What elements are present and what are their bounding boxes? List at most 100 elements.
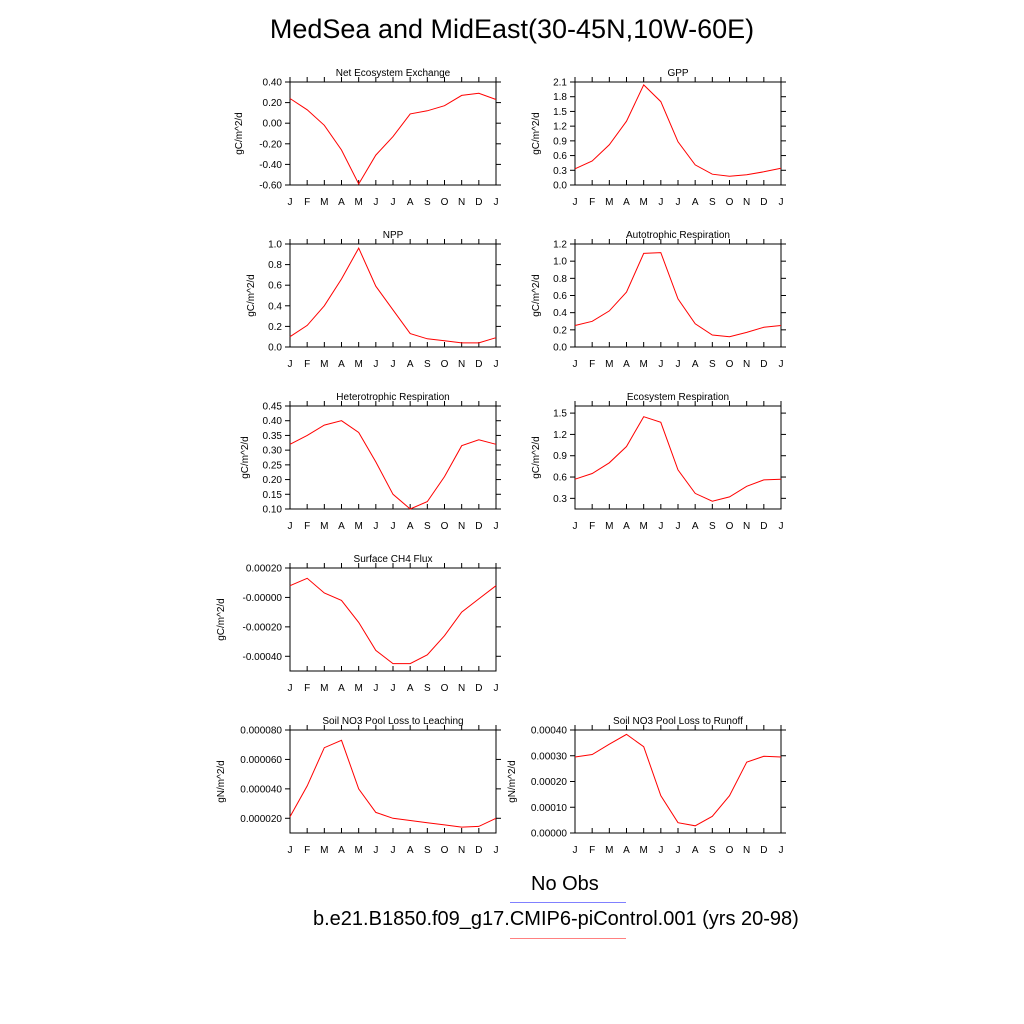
y-tick-label: 0.8 <box>268 260 282 271</box>
x-tick-label: D <box>760 359 767 370</box>
series-line <box>574 733 782 827</box>
y-tick-label: 0.000080 <box>240 726 282 737</box>
plot-frame <box>574 405 782 510</box>
series-line <box>289 246 497 344</box>
y-tick-label: 0.2 <box>553 325 567 336</box>
legend-label-model: b.e21.B1850.f09_g17.CMIP6-piControl.001 … <box>313 908 799 930</box>
plot-frame <box>289 567 497 672</box>
x-tick-label: M <box>639 521 647 532</box>
y-tick-label: -0.20 <box>259 139 282 150</box>
x-tick-label: M <box>639 359 647 370</box>
x-tick-label: N <box>743 197 750 208</box>
y-tick-label: 0.00030 <box>531 751 568 762</box>
x-tick-label: J <box>676 521 681 532</box>
x-tick-label: N <box>743 521 750 532</box>
y-axis-label: gC/m^2/d <box>531 112 542 155</box>
panel-title: Heterotrophic Respiration <box>336 392 449 403</box>
x-tick-label: S <box>424 683 431 694</box>
x-tick-label: J <box>288 521 293 532</box>
x-tick-label: D <box>760 845 767 856</box>
y-tick-label: 1.0 <box>553 257 567 268</box>
plot-frame <box>574 729 782 834</box>
x-tick-label: J <box>288 359 293 370</box>
legend-line-obs <box>510 902 626 903</box>
plot-frame <box>574 81 782 186</box>
x-tick-label: A <box>623 359 630 370</box>
panel-title: Soil NO3 Pool Loss to Leaching <box>322 716 463 727</box>
y-tick-label: 1.2 <box>553 240 567 251</box>
y-axis-label: gN/m^2/d <box>216 760 227 803</box>
x-tick-label: F <box>304 197 310 208</box>
y-tick-label: 0.9 <box>553 136 567 147</box>
panel-title: Surface CH4 Flux <box>354 554 433 565</box>
x-tick-label: F <box>589 521 595 532</box>
y-tick-label: 0.3 <box>553 494 567 505</box>
x-tick-label: A <box>692 359 699 370</box>
x-tick-label: M <box>320 845 328 856</box>
x-tick-label: S <box>424 845 431 856</box>
y-tick-label: -0.40 <box>259 160 282 171</box>
plot-frame <box>289 243 497 348</box>
x-tick-label: A <box>338 845 345 856</box>
x-tick-label: D <box>475 197 482 208</box>
y-tick-label: 0.10 <box>263 505 283 516</box>
y-tick-label: -0.00040 <box>243 652 283 663</box>
x-tick-label: J <box>779 359 784 370</box>
chart-panel-9: Soil NO3 Pool Loss to Runoff 0.00040 0.000… <box>507 716 786 856</box>
x-tick-label: J <box>779 845 784 856</box>
x-tick-label: A <box>338 683 345 694</box>
x-tick-label: F <box>589 845 595 856</box>
x-tick-label: D <box>475 521 482 532</box>
x-tick-label: J <box>676 359 681 370</box>
x-tick-label: D <box>475 683 482 694</box>
x-tick-label: J <box>373 521 378 532</box>
y-tick-label: 0.000040 <box>240 784 282 795</box>
x-tick-label: J <box>658 845 663 856</box>
y-tick-label: 0.000020 <box>240 814 282 825</box>
y-tick-label: 0.00010 <box>531 803 568 814</box>
x-tick-label: A <box>407 683 414 694</box>
chart-panel-1: Net Ecosystem Exchange 0.40 0.20 0.00 -0.20 -… <box>234 68 501 208</box>
x-tick-label: J <box>391 197 396 208</box>
y-axis-label: gC/m^2/d <box>531 436 542 479</box>
x-tick-label: M <box>639 845 647 856</box>
x-tick-label: D <box>475 845 482 856</box>
x-tick-label: O <box>441 359 449 370</box>
x-tick-label: J <box>391 521 396 532</box>
x-tick-label: S <box>424 359 431 370</box>
x-tick-label: A <box>692 521 699 532</box>
x-tick-label: A <box>338 359 345 370</box>
x-tick-label: M <box>605 197 613 208</box>
x-tick-label: N <box>743 845 750 856</box>
series-line <box>574 416 782 502</box>
y-tick-label: 0.6 <box>553 151 567 162</box>
x-tick-label: M <box>320 359 328 370</box>
x-tick-label: A <box>623 845 630 856</box>
y-tick-label: 0.4 <box>268 301 282 312</box>
y-tick-label: 0.6 <box>553 473 567 484</box>
y-tick-label: 0.9 <box>553 451 567 462</box>
x-tick-label: J <box>494 845 499 856</box>
y-tick-label: 0.00040 <box>531 726 568 737</box>
y-tick-label: 0.6 <box>268 281 282 292</box>
y-tick-label: 0.4 <box>553 308 567 319</box>
x-tick-label: J <box>288 683 293 694</box>
panel-title: Autotrophic Respiration <box>626 230 730 241</box>
x-tick-label: S <box>709 197 716 208</box>
y-tick-label: -0.00020 <box>243 622 283 633</box>
x-tick-label: O <box>726 521 734 532</box>
x-tick-label: J <box>779 197 784 208</box>
x-tick-label: N <box>458 359 465 370</box>
x-tick-label: J <box>658 197 663 208</box>
y-tick-label: 0.8 <box>553 274 567 285</box>
x-tick-label: M <box>354 521 362 532</box>
y-tick-label: 0.15 <box>263 490 283 501</box>
x-tick-label: J <box>391 359 396 370</box>
x-tick-label: F <box>589 197 595 208</box>
series-line <box>574 252 782 338</box>
y-tick-label: 0.00 <box>263 119 283 130</box>
x-tick-label: A <box>692 197 699 208</box>
y-tick-label: 0.2 <box>268 322 282 333</box>
